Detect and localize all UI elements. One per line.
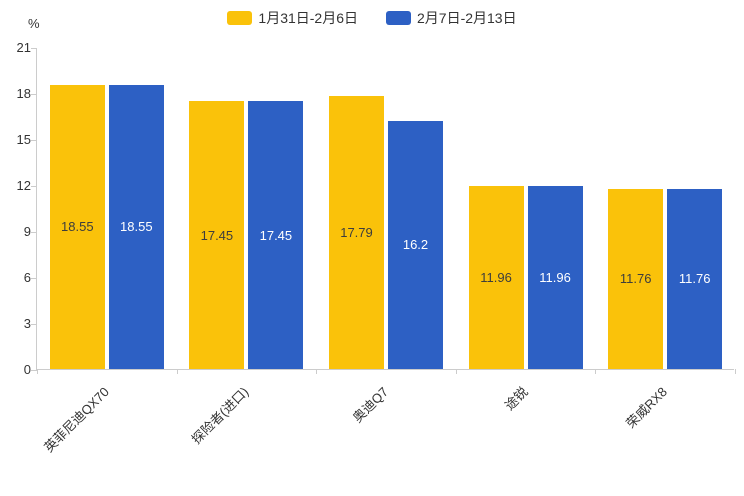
y-axis-tick-mark — [31, 232, 37, 233]
bar-series1-cat5[interactable]: 11.76 — [608, 188, 664, 369]
y-axis-tick-mark — [31, 186, 37, 187]
y-axis-tick-label: 12 — [16, 178, 31, 193]
bar-value-label: 11.96 — [539, 269, 571, 285]
bar-value-label: 17.45 — [259, 227, 293, 243]
legend-item-series2[interactable]: 2月7日-2月13日 — [386, 8, 517, 28]
x-axis-tick-mark — [37, 369, 38, 374]
bar-value-label: 17.45 — [200, 227, 234, 243]
legend-swatch-series1-icon — [227, 11, 253, 25]
y-axis-tick-label: 0 — [23, 362, 31, 377]
x-axis-category-label[interactable]: 途锐 — [501, 384, 531, 414]
bar-value-label: 11.96 — [480, 269, 512, 285]
legend-label-series1: 1月31日-2月6日 — [258, 10, 358, 26]
x-axis-category-label[interactable]: 英菲尼迪QX70 — [40, 384, 112, 456]
bar-series1-cat3[interactable]: 17.79 — [329, 96, 384, 369]
bar-series2-cat4[interactable]: 11.96 — [527, 185, 583, 369]
bar-series2-cat5[interactable]: 11.76 — [667, 188, 723, 369]
x-axis-tick-mark — [176, 369, 178, 374]
y-axis-tick-label: 18 — [16, 86, 31, 101]
bar-value-label: 11.76 — [678, 271, 711, 287]
x-axis-tick-mark — [455, 369, 457, 374]
y-axis-tick-mark — [31, 324, 37, 325]
y-axis-tick-mark — [31, 48, 37, 49]
bar-series1-cat1[interactable]: 18.55 — [49, 84, 105, 369]
y-axis-tick-label: 15 — [16, 132, 31, 147]
legend-label-series2: 2月7日-2月13日 — [417, 10, 517, 26]
x-axis-category-label[interactable]: 探险者(进口) — [188, 384, 252, 447]
y-axis-tick-mark — [31, 278, 37, 279]
x-axis-tick-mark — [595, 369, 597, 374]
y-axis-tick-label: 21 — [16, 40, 31, 55]
y-axis-tick-label: 3 — [23, 316, 31, 331]
bar-series2-cat3[interactable]: 16.2 — [388, 120, 443, 369]
y-axis-tick-mark — [31, 370, 37, 371]
bar-series1-cat4[interactable]: 11.96 — [468, 185, 524, 369]
bar-series1-cat2[interactable]: 17.45 — [189, 101, 245, 369]
x-axis-tick-mark — [316, 369, 318, 374]
y-axis-tick-label: 6 — [23, 270, 31, 285]
bar-value-label: 11.76 — [619, 271, 652, 287]
legend-swatch-series2-icon — [386, 11, 411, 25]
legend-item-series1[interactable]: 1月31日-2月6日 — [227, 8, 358, 28]
bar-value-label: 17.79 — [340, 225, 373, 241]
bar-series2-cat2[interactable]: 17.45 — [248, 101, 304, 369]
y-axis-tick-mark — [31, 94, 37, 95]
y-axis-tick-label: 9 — [23, 224, 31, 239]
plot-area: 0 3 6 9 12 15 18 21 18.55 18.55 英菲尼迪QX70 17.45 17.45… — [17, 40, 736, 455]
x-axis-tick-mark — [735, 369, 736, 374]
chart-legend: 1月31日-2月6日 2月7日-2月13日 — [0, 8, 744, 28]
x-axis-category-label[interactable]: 荣威RX8 — [623, 384, 670, 432]
bar-value-label: 18.55 — [120, 219, 153, 235]
bar-value-label: 16.2 — [402, 237, 429, 253]
x-axis-category-label[interactable]: 奥迪Q7 — [349, 384, 391, 426]
bar-series2-cat1[interactable]: 18.55 — [108, 84, 164, 369]
bar-value-label: 18.55 — [61, 219, 94, 235]
y-axis-unit-label: % — [28, 16, 40, 31]
y-axis-tick-mark — [31, 140, 37, 141]
